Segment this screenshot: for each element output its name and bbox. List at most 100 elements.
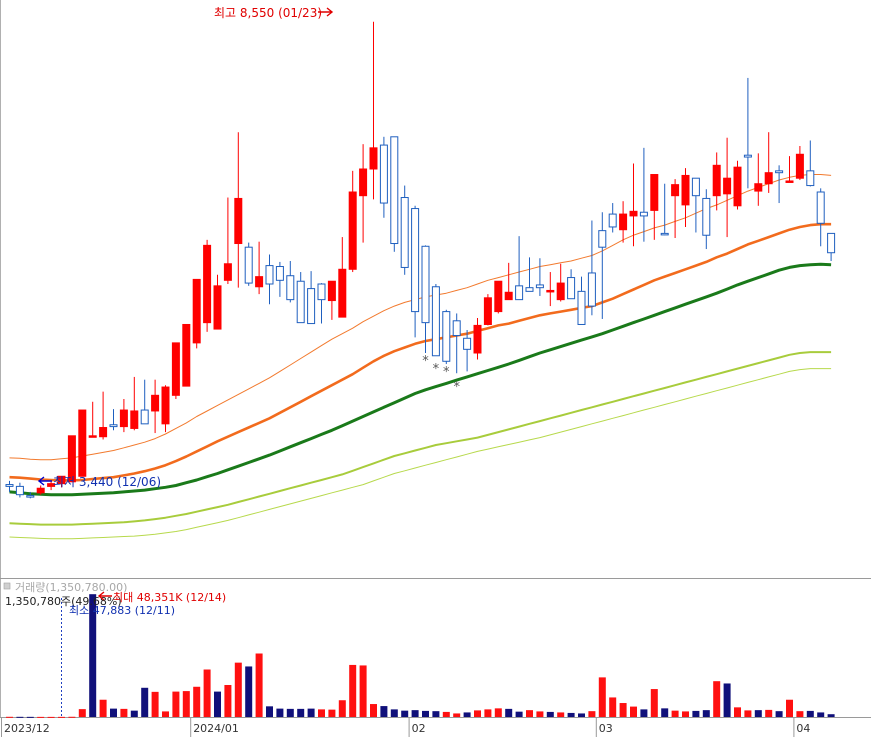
candle	[827, 232, 836, 261]
volume-bar	[671, 710, 679, 717]
ma-thin-orange-line	[9, 174, 832, 461]
volume-current-label: 1,350,780주(49.68%)	[5, 595, 122, 608]
candle	[5, 480, 14, 492]
candle	[816, 188, 825, 247]
volume-bar	[172, 691, 180, 717]
candle	[26, 491, 35, 499]
candle-body	[275, 266, 284, 281]
candle-body	[223, 263, 232, 281]
candle	[660, 183, 669, 236]
candle	[171, 342, 180, 399]
candle-body	[535, 284, 544, 289]
candle-body	[57, 475, 66, 485]
candle-body	[359, 168, 368, 197]
candle	[785, 156, 794, 183]
candle-body	[400, 197, 409, 268]
candle	[265, 254, 274, 305]
candle	[296, 272, 305, 324]
candle	[286, 261, 295, 303]
candle	[515, 236, 524, 301]
moving-average-layer	[9, 174, 832, 540]
candle-body	[515, 285, 524, 301]
volume-legend-swatch	[3, 582, 11, 590]
volume-bar	[68, 716, 76, 718]
candle-body	[473, 324, 482, 354]
volume-bar	[661, 708, 669, 717]
candle-body	[109, 424, 118, 428]
volume-bar	[26, 716, 34, 718]
candle	[234, 132, 243, 288]
candle-body	[452, 320, 461, 337]
candle	[712, 152, 721, 211]
volume-bar	[609, 697, 617, 717]
x-tick-label: 2024/01	[193, 722, 239, 735]
candle-body	[525, 287, 534, 292]
candle	[504, 262, 513, 301]
volume-bar	[380, 706, 388, 717]
candle-body	[286, 275, 295, 301]
x-tick-label: 2023/12	[4, 722, 50, 735]
volume-bar	[567, 712, 575, 717]
candle-body	[639, 211, 648, 217]
candle	[795, 146, 804, 181]
candle	[691, 177, 700, 233]
candle	[723, 137, 732, 238]
candle-body	[754, 183, 763, 192]
candle	[743, 77, 752, 189]
x-tick-label: 02	[412, 722, 426, 735]
candle	[307, 271, 316, 325]
candle	[192, 278, 201, 349]
volume-bar	[203, 669, 211, 717]
candle-body	[327, 280, 336, 302]
volume-bar	[453, 713, 461, 717]
volume-bar	[484, 709, 492, 717]
candle-body	[442, 311, 451, 362]
star-marker-layer: ** **	[422, 354, 460, 395]
candle-body	[140, 409, 149, 425]
candle	[598, 212, 607, 319]
volume-bar	[141, 687, 149, 717]
volume-bar	[214, 691, 221, 717]
candle	[577, 276, 586, 325]
candle-body	[775, 170, 784, 174]
candle-body	[36, 487, 45, 494]
candle	[317, 283, 326, 324]
volume-bar	[224, 684, 232, 717]
candle	[702, 189, 711, 250]
ma-green-line	[9, 262, 832, 497]
volume-bar	[422, 710, 429, 717]
volume-bar	[401, 710, 409, 717]
candle-body	[244, 246, 253, 284]
candle-body	[577, 290, 586, 325]
candle-body	[691, 177, 700, 197]
candle-body	[629, 210, 638, 217]
candle	[275, 261, 284, 297]
candle-body	[619, 213, 628, 231]
volume-bar	[578, 713, 585, 717]
volume-bar	[411, 710, 419, 717]
volume-bar	[546, 711, 554, 717]
candle	[57, 475, 66, 488]
candle	[806, 140, 815, 187]
candle	[608, 203, 617, 233]
volume-bar	[723, 683, 731, 717]
star-marker: *	[443, 365, 450, 380]
candle-body	[702, 197, 711, 236]
candle-body	[119, 409, 128, 428]
candle	[390, 136, 399, 252]
candle	[244, 242, 253, 286]
volume-bar	[744, 710, 752, 717]
candle-body	[203, 244, 212, 324]
volume-bar	[359, 665, 367, 717]
candle-body	[348, 191, 357, 270]
volume-bar	[99, 699, 107, 717]
candle-body	[598, 230, 607, 248]
volume-bar	[588, 711, 596, 717]
volume-bar	[286, 708, 294, 717]
volume-bar	[598, 677, 606, 717]
candle	[452, 313, 461, 374]
candle-body	[733, 166, 742, 207]
candle-body	[369, 147, 378, 170]
